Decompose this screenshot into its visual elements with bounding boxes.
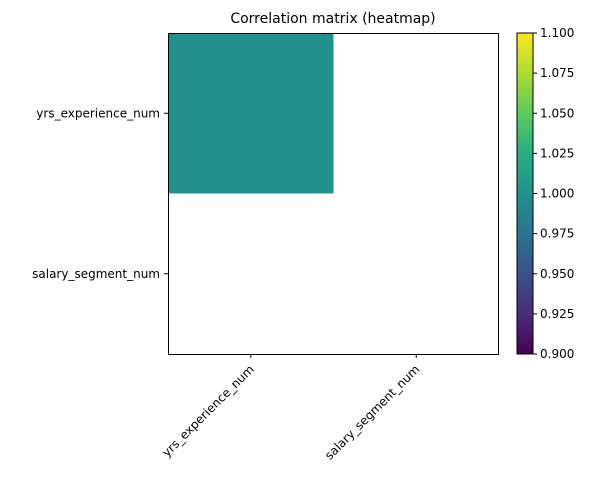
colorbar-tick-label: 0.950 <box>540 267 574 281</box>
colorbar-tick-label: 0.975 <box>540 227 574 241</box>
x-tick-label: salary_segment_num <box>322 362 422 462</box>
colorbar: 0.900 0.925 0.950 0.975 1.000 1.025 1.050 1.075… <box>517 26 574 361</box>
colorbar-tick-label: 1.025 <box>540 146 574 160</box>
colorbar-tick-label: 0.925 <box>540 307 574 321</box>
x-axis-ticks: yrs_experience_num salary_segment_num <box>160 354 423 463</box>
x-tick-label: yrs_experience_num <box>160 362 257 459</box>
heatmap-cells <box>168 33 334 194</box>
colorbar-gradient <box>517 33 533 354</box>
colorbar-ticks: 0.900 0.925 0.950 0.975 1.000 1.025 1.050 1.075… <box>533 26 574 361</box>
chart-title: Correlation matrix (heatmap) <box>230 11 435 27</box>
colorbar-tick-label: 1.100 <box>540 26 574 40</box>
y-tick-label: salary_segment_num <box>32 267 160 281</box>
colorbar-tick-label: 1.075 <box>540 66 574 80</box>
y-axis-ticks: yrs_experience_num salary_segment_num <box>32 106 168 281</box>
colorbar-tick-label: 1.050 <box>540 106 574 120</box>
y-tick-label: yrs_experience_num <box>36 106 160 120</box>
colorbar-tick-label: 0.900 <box>540 347 574 361</box>
heatmap-cell <box>168 33 334 194</box>
colorbar-tick-label: 1.000 <box>540 187 574 201</box>
